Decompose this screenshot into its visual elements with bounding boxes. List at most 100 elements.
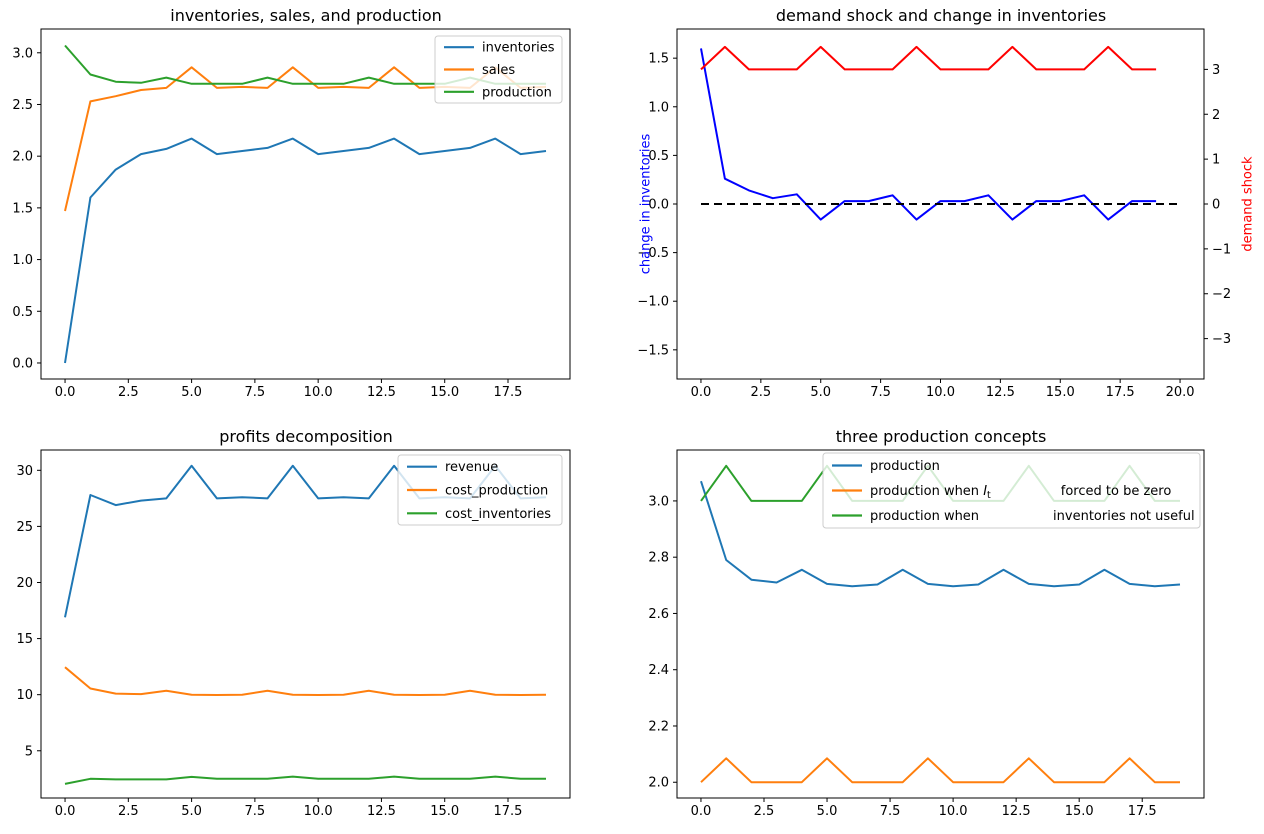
y-tick-label: 2.0	[12, 150, 33, 165]
left-axis-label-change-in-inventories: change in inventories	[638, 133, 654, 275]
x-tick-label: 2.5	[750, 385, 771, 400]
legend-label: production when inventories not useful	[870, 509, 1195, 524]
series-demand-shock	[700, 45, 1157, 71]
x-tick-label: 10.0	[304, 804, 333, 819]
x-tick-label: 12.5	[367, 804, 396, 819]
y-tick-label: 10	[16, 688, 33, 703]
legend-label: inventories	[482, 41, 555, 56]
y-tick-label: 2.5	[12, 98, 33, 113]
y-tick-label: 20	[16, 576, 33, 591]
y-tick-label: 0.5	[648, 149, 669, 164]
y-tick-label: 25	[16, 520, 33, 535]
legend: inventories sales production	[434, 35, 563, 104]
axes-frame	[40, 449, 571, 799]
chart-profits-decomposition: 0.0 2.5 5.0 7.5 10.0 12.5 15.0 17.5 5 10 15 20 25 30 r…	[16, 449, 571, 819]
y-tick-label: 2.8	[648, 551, 669, 566]
legend-label: production when It forced to be zero	[870, 484, 1171, 501]
series-cost_inventories	[64, 775, 546, 785]
y-tick-label: 1.0	[12, 253, 33, 268]
x-tick-label: 17.5	[1106, 385, 1135, 400]
x-tick-label: 7.5	[880, 804, 901, 819]
x-tick-label: 12.5	[986, 385, 1015, 400]
legend-label: production	[482, 85, 552, 100]
y-tick-label: 0.0	[12, 356, 33, 371]
y-tick-label-right: −2	[1212, 287, 1231, 302]
x-tick-label: 0.0	[691, 385, 712, 400]
y-tick-label: 3.0	[648, 494, 669, 509]
y-axis-left: 5 10 15 20 25 30	[16, 464, 41, 759]
legend-label: revenue	[445, 460, 498, 475]
axes-frame	[676, 28, 1205, 380]
y-tick-label-right: 1	[1212, 153, 1220, 168]
x-tick-label: 5.0	[810, 385, 831, 400]
x-tick-label: 7.5	[245, 385, 266, 400]
x-tick-label: 15.0	[430, 804, 459, 819]
chart-title-demand-shock-change-inventories: demand shock and change in inventories	[775, 6, 1107, 25]
x-tick-label: 7.5	[870, 385, 891, 400]
y-tick-label: 2.0	[648, 776, 669, 791]
x-axis: 0.0 2.5 5.0 7.5 10.0 12.5 15.0 17.5	[691, 798, 1157, 819]
series-production	[700, 480, 1181, 588]
series-cost_production	[64, 666, 547, 696]
x-tick-label: 7.5	[245, 804, 266, 819]
chart-demand-shock-and-change-in-inventories: 0.0 2.5 5.0 7.5 10.0 12.5 15.0 17.5 20.0−1.5−1.0…	[637, 28, 1231, 400]
y-tick-label: −1.5	[637, 343, 669, 358]
y-tick-label: 30	[16, 464, 33, 479]
y-axis-left: 0.0 0.5 1.0 1.5 2.0 2.5 3.0	[12, 46, 41, 371]
x-tick-label: 0.0	[55, 804, 76, 819]
x-tick-label: 20.0	[1166, 385, 1195, 400]
x-tick-label: 5.0	[181, 804, 202, 819]
legend: production production when It forced to be…	[822, 452, 1201, 529]
y-tick-label-right: 2	[1212, 108, 1220, 123]
x-tick-label: 15.0	[430, 385, 459, 400]
y-tick-label-right: −1	[1212, 242, 1231, 257]
x-tick-label: 5.0	[181, 385, 202, 400]
right-axis-label-demand-shock: demand shock	[1240, 156, 1256, 252]
y-axis-right: −3 −2 −1 0 1 2 3	[1204, 63, 1231, 347]
series-inventories	[64, 137, 547, 364]
x-tick-label: 12.5	[1002, 804, 1031, 819]
chart-inventories-sales-production: 0.0 2.5 5.0 7.5 10.0 12.5 15.0 17.5 0.0 0.5 1.0 1.5…	[12, 28, 571, 400]
x-tick-label: 10.0	[926, 385, 955, 400]
x-axis: 0.0 2.5 5.0 7.5 10.0 12.5 15.0 17.5	[55, 798, 523, 819]
series-change-in-inventories	[700, 48, 1157, 221]
chart-three-production-concepts: 0.0 2.5 5.0 7.5 10.0 12.5 15.0 17.5 2.0 2.2 2.4 2.6…	[648, 449, 1205, 819]
legend-label: sales	[482, 63, 515, 78]
axes-frame	[40, 28, 571, 380]
y-tick-label: 2.2	[648, 719, 669, 734]
x-tick-label: 17.5	[494, 804, 523, 819]
y-tick-label: −0.5	[637, 246, 669, 261]
chart-title-inventories-sales-production: inventories, sales, and production	[170, 6, 442, 25]
x-tick-label: 0.0	[691, 804, 712, 819]
y-tick-label: 1.5	[648, 52, 669, 67]
legend-box	[822, 452, 1201, 529]
legend: revenue cost_production cost_inventories	[397, 454, 563, 526]
y-tick-label: 0.5	[12, 305, 33, 320]
y-tick-label: 1.5	[12, 201, 33, 216]
x-tick-label: 2.5	[118, 385, 139, 400]
y-tick-label-right: 3	[1212, 63, 1220, 78]
legend-label: production	[870, 459, 940, 474]
x-tick-label: 17.5	[1128, 804, 1157, 819]
x-tick-label: 10.0	[939, 804, 968, 819]
y-axis-left: 2.0 2.2 2.4 2.6 2.8 3.0	[648, 494, 677, 791]
y-tick-label: 0.0	[648, 198, 669, 213]
chart-title-three-production-concepts: three production concepts	[835, 427, 1047, 446]
x-axis: 0.0 2.5 5.0 7.5 10.0 12.5 15.0 17.5 20.0	[691, 379, 1195, 400]
x-tick-label: 15.0	[1065, 804, 1094, 819]
legend-box	[397, 454, 563, 526]
y-tick-label-right: 0	[1212, 198, 1220, 213]
y-tick-label: 3.0	[12, 46, 33, 61]
chart-title-profits-decomposition: profits decomposition	[219, 427, 393, 446]
y-axis-left: −1.5 −1.0 −0.5 0.0 0.5 1.0 1.5	[637, 52, 677, 358]
x-tick-label: 10.0	[304, 385, 333, 400]
y-tick-label-right: −3	[1212, 332, 1231, 347]
legend-box	[434, 35, 563, 104]
x-tick-label: 17.5	[494, 385, 523, 400]
x-tick-label: 2.5	[754, 804, 775, 819]
y-tick-label: 2.4	[648, 663, 669, 678]
legend-label: cost_inventories	[445, 507, 551, 522]
axes-frame	[676, 449, 1205, 799]
y-tick-label: −1.0	[637, 295, 669, 310]
